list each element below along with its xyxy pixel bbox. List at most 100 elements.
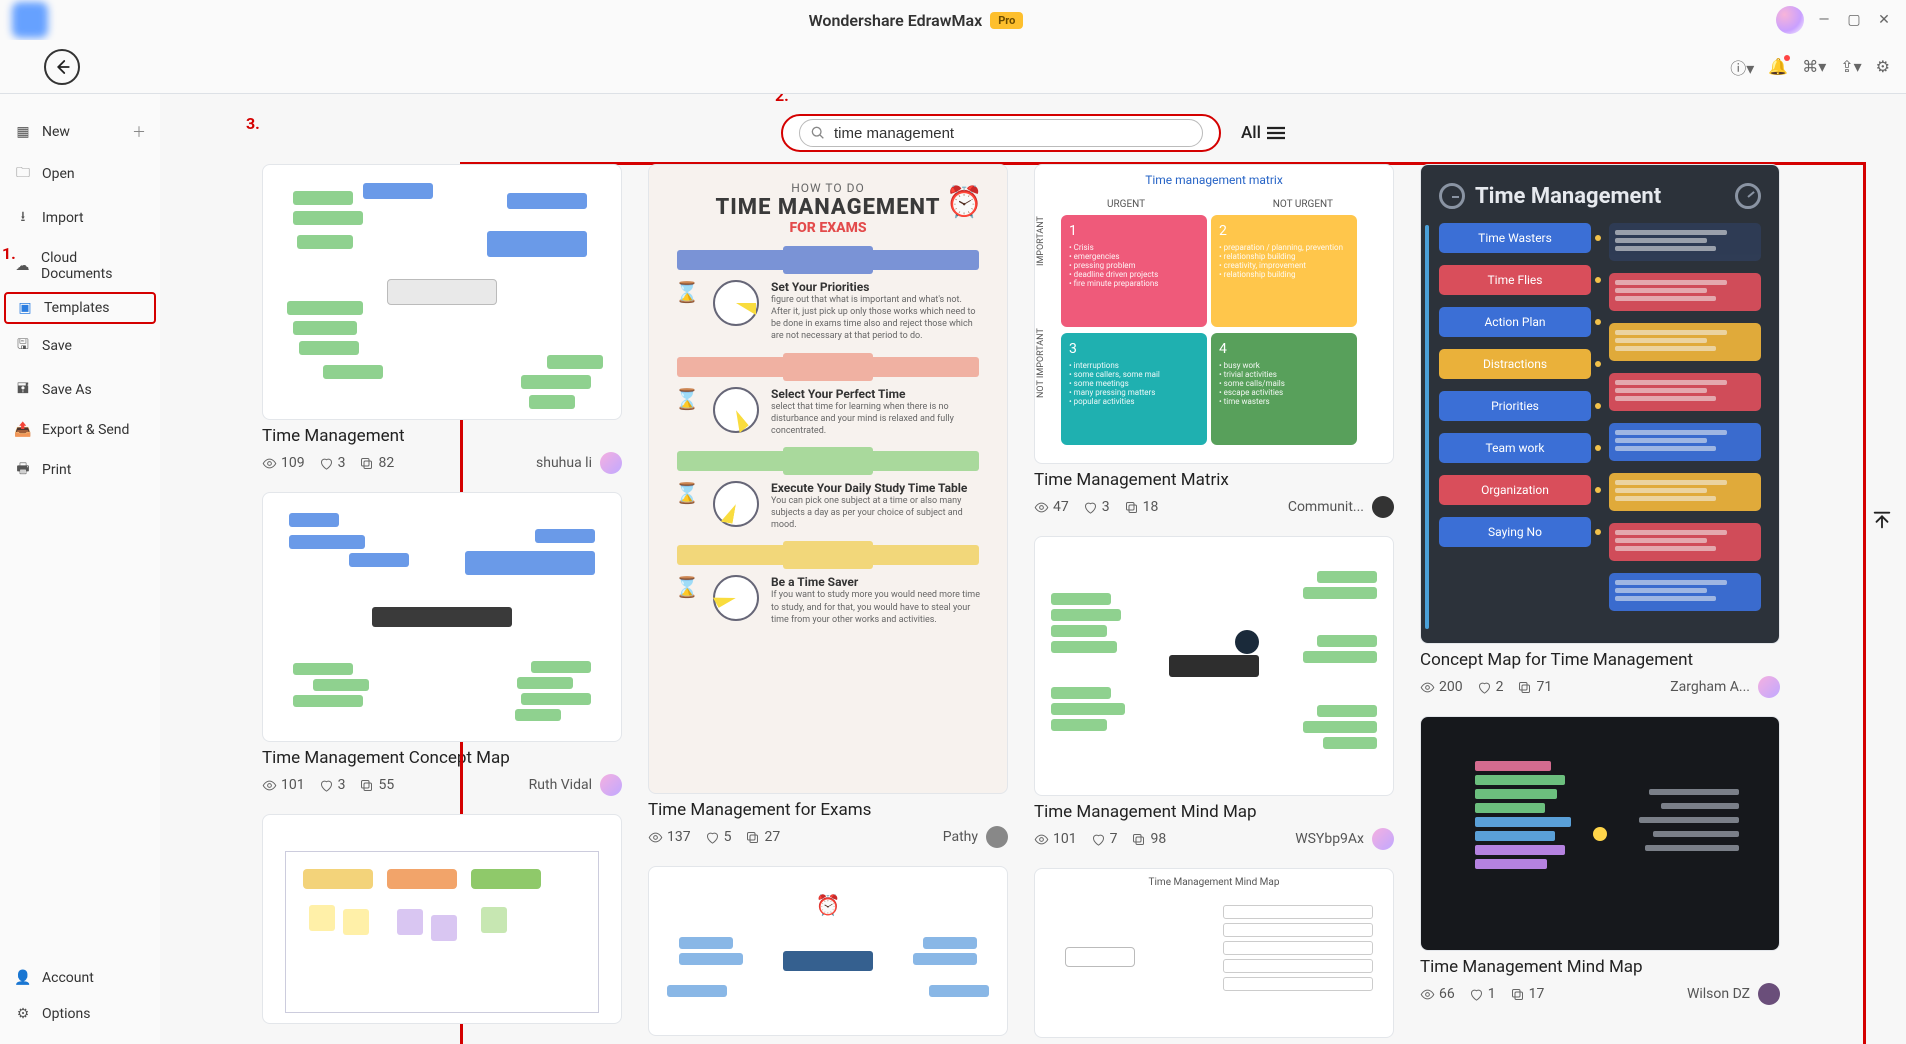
filter-all[interactable]: All <box>1241 123 1285 143</box>
sidebar-item-label: Options <box>42 1006 90 1022</box>
sidebar-item-label: Export & Send <box>42 422 129 438</box>
author-avatar <box>600 452 622 474</box>
views-stat: 109 <box>262 455 305 471</box>
author-avatar <box>1758 983 1780 1005</box>
copies-stat: 82 <box>359 455 394 471</box>
saveas-icon: 🖬 <box>14 378 32 402</box>
card-title: Time Management <box>262 426 622 446</box>
sidebar-item-save[interactable]: 🖫 Save <box>0 326 160 366</box>
minimize-button[interactable]: — <box>1814 10 1834 30</box>
user-avatar[interactable] <box>1776 6 1804 34</box>
copies-stat: 71 <box>1517 679 1552 695</box>
row1-label: IMPORTANT <box>1036 216 1046 266</box>
account-icon: 👤 <box>14 970 32 986</box>
row2-label: NOT IMPORTANT <box>1036 328 1046 398</box>
template-card[interactable]: Time ManagementTime WastersTime FliesAct… <box>1420 164 1780 698</box>
sidebar-item-saveas[interactable]: 🖬 Save As <box>0 370 160 410</box>
author-avatar <box>1372 828 1394 850</box>
sidebar-item-open[interactable]: 🗀 Open <box>0 154 160 194</box>
author: WSYbp9Ax <box>1295 831 1364 847</box>
matrix-title: Time management matrix <box>1035 165 1393 193</box>
app-title: Wondershare EdrawMax <box>809 11 983 30</box>
copies-stat: 17 <box>1510 986 1545 1002</box>
share-icon[interactable]: ⇪▾ <box>1840 57 1861 76</box>
search-input[interactable] <box>834 125 1192 142</box>
template-card[interactable]: Time Management Mind Map 101 7 98 WSYbp9… <box>1034 536 1394 850</box>
col2-label: NOT URGENT <box>1273 199 1333 210</box>
views-stat: 200 <box>1420 679 1463 695</box>
sidebar-item-templates[interactable]: ▣ Templates <box>4 292 156 324</box>
info-heading3: FOR EXAMS <box>667 220 989 236</box>
sidebar-item-account[interactable]: 👤 Account <box>0 962 160 994</box>
views-stat: 137 <box>648 829 691 845</box>
folder-icon: 🗀 <box>14 162 32 186</box>
sidebar-item-label: Print <box>42 462 71 478</box>
template-card[interactable]: Time Management 109 3 82 shuhua li <box>262 164 622 474</box>
cloud-icon: ☁ <box>14 258 31 274</box>
copies-stat: 18 <box>1124 499 1159 515</box>
likes-stat: 2 <box>1477 679 1504 695</box>
template-card[interactable] <box>262 814 622 1024</box>
col1-label: URGENT <box>1107 199 1145 210</box>
filter-label: All <box>1241 123 1261 143</box>
likes-stat: 1 <box>1469 986 1496 1002</box>
author: Wilson DZ <box>1687 986 1750 1002</box>
author-avatar <box>1372 496 1394 518</box>
card-title: Concept Map for Time Management <box>1420 650 1780 670</box>
template-card[interactable]: Time Management Mind Map <box>1034 868 1394 1038</box>
print-icon: 🖶 <box>14 458 32 482</box>
sidebar-item-label: Save As <box>42 382 92 398</box>
views-stat: 101 <box>1034 831 1077 847</box>
likes-stat: 7 <box>1091 831 1118 847</box>
sidebar-item-print[interactable]: 🖶 Print <box>0 450 160 490</box>
author: Zargham A... <box>1670 679 1750 695</box>
settings-icon[interactable]: ⚙ <box>1876 57 1890 76</box>
import-icon: ⭳ <box>14 206 32 230</box>
back-button[interactable] <box>44 49 80 85</box>
copies-stat: 98 <box>1131 831 1166 847</box>
maximize-button[interactable]: ▢ <box>1844 10 1864 30</box>
author: shuhua li <box>536 455 592 471</box>
annotation-3: 3. <box>246 114 260 133</box>
sidebar: ▦ New ＋ 🗀 Open ⭳ Import ☁ Cloud Document… <box>0 94 160 1044</box>
template-card[interactable]: Time management matrix URGENT NOT URGENT… <box>1034 164 1394 518</box>
author-avatar <box>986 826 1008 848</box>
export-icon: 📤 <box>14 422 32 438</box>
scroll-top-button[interactable] <box>1866 504 1898 536</box>
sidebar-item-export[interactable]: 📤 Export & Send <box>0 414 160 446</box>
sidebar-item-import[interactable]: ⭳ Import <box>0 198 160 238</box>
author-avatar <box>600 774 622 796</box>
likes-stat: 3 <box>1083 499 1110 515</box>
sidebar-item-label: Templates <box>44 300 110 316</box>
sidebar-item-label: Cloud Documents <box>41 250 146 282</box>
likes-stat: 3 <box>319 455 346 471</box>
apps-icon[interactable]: ⌘▾ <box>1802 57 1826 76</box>
search-box <box>781 114 1221 152</box>
views-stat: 66 <box>1420 986 1455 1002</box>
sidebar-item-options[interactable]: ⚙ Options <box>0 998 160 1030</box>
copies-stat: 55 <box>359 777 394 793</box>
sidebar-item-new[interactable]: ▦ New ＋ <box>0 114 160 150</box>
template-card[interactable]: HOW TO DO TIME MANAGEMENT FOR EXAMS ⏰ ⌛S… <box>648 164 1008 848</box>
template-card[interactable]: Time Management Concept Map 101 3 55 Rut… <box>262 492 622 796</box>
list-icon <box>1267 126 1285 140</box>
sidebar-item-label: Save <box>42 338 72 354</box>
info-heading1: HOW TO DO <box>667 181 989 195</box>
sidebar-item-label: Import <box>42 210 84 226</box>
pro-badge: Pro <box>990 12 1023 29</box>
likes-stat: 3 <box>319 777 346 793</box>
gear-icon: ⚙ <box>14 1006 32 1022</box>
sidebar-item-label: New <box>42 124 70 140</box>
author: Pathy <box>943 829 978 845</box>
sidebar-item-cloud[interactable]: ☁ Cloud Documents <box>0 242 160 290</box>
template-card[interactable]: Time Management Mind Map 66 1 17 Wilson … <box>1420 716 1780 1005</box>
copies-stat: 27 <box>745 829 780 845</box>
templates-icon: ▣ <box>16 300 34 316</box>
app-logo <box>12 2 48 38</box>
help-icon[interactable]: ⓘ▾ <box>1730 55 1754 79</box>
author: Ruth Vidal <box>529 777 592 793</box>
save-icon: 🖫 <box>14 334 32 358</box>
notifications-icon[interactable]: 🔔 <box>1768 57 1788 76</box>
template-card[interactable]: ⏰ <box>648 866 1008 1036</box>
close-button[interactable]: ✕ <box>1874 10 1894 30</box>
